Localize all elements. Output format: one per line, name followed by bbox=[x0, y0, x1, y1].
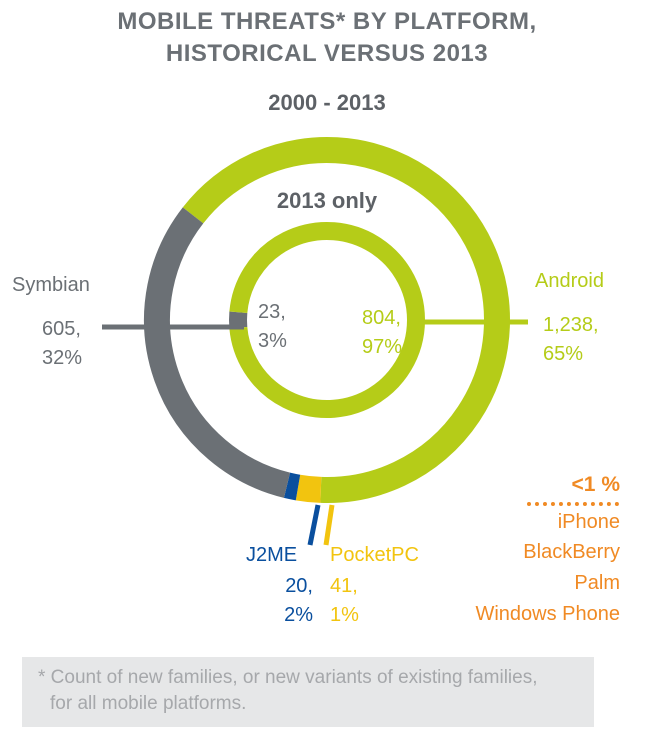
pocketpc-leader-line bbox=[323, 504, 335, 546]
symbian-label: Symbian bbox=[12, 274, 90, 296]
android-outer-percent: 65% bbox=[543, 343, 584, 365]
symbian-inner-value: 23, bbox=[258, 301, 286, 323]
pocketpc-percent: 1% bbox=[330, 604, 359, 626]
minor-platforms-dotted-line bbox=[527, 502, 619, 506]
slice-j2me-outer-ring bbox=[283, 472, 301, 501]
j2me-label: J2ME bbox=[246, 544, 298, 566]
minor-platforms-heading: <1 % bbox=[571, 473, 620, 496]
slice-android-outer-ring bbox=[182, 137, 510, 503]
inner-ring-label: 2013 only bbox=[276, 188, 378, 213]
minor-platform-iphone: iPhone bbox=[557, 511, 620, 533]
j2me-percent: 2% bbox=[284, 604, 313, 626]
footnote-line-2: for all mobile platforms. bbox=[50, 693, 247, 714]
symbian-inner-percent: 3% bbox=[258, 330, 287, 352]
pocketpc-label: PocketPC bbox=[330, 544, 419, 566]
j2me-leader-line bbox=[307, 504, 321, 546]
android-label: Android bbox=[535, 270, 604, 292]
android-outer-value: 1,238, bbox=[543, 314, 599, 336]
minor-platform-palm: Palm bbox=[574, 572, 620, 594]
outer-ring-label: 2000 - 2013 bbox=[268, 90, 386, 115]
outer-ring bbox=[144, 137, 510, 503]
slice-symbian-outer-ring bbox=[144, 207, 291, 498]
chart-title-line-1: MOBILE THREATS* BY PLATFORM, bbox=[117, 8, 537, 35]
minor-platform-blackberry: BlackBerry bbox=[523, 541, 620, 563]
android-inner-value: 804, bbox=[362, 307, 401, 329]
symbian-outer-percent: 32% bbox=[42, 347, 83, 369]
slice-android-inner-ring bbox=[229, 222, 425, 418]
minor-platform-windows-phone: Windows Phone bbox=[475, 603, 620, 625]
slice-pocketpc-outer-ring bbox=[295, 474, 322, 503]
android-inner-percent: 97% bbox=[362, 336, 403, 358]
footnote-line-1: * Count of new families, or new variants… bbox=[38, 667, 538, 688]
symbian-outer-value: 605, bbox=[42, 318, 81, 340]
pocketpc-value: 41, bbox=[330, 575, 358, 597]
chart-title-line-2: HISTORICAL VERSUS 2013 bbox=[165, 40, 489, 67]
j2me-value: 20, bbox=[285, 575, 313, 597]
footnote-box: * Count of new families, or new variants… bbox=[22, 657, 594, 727]
